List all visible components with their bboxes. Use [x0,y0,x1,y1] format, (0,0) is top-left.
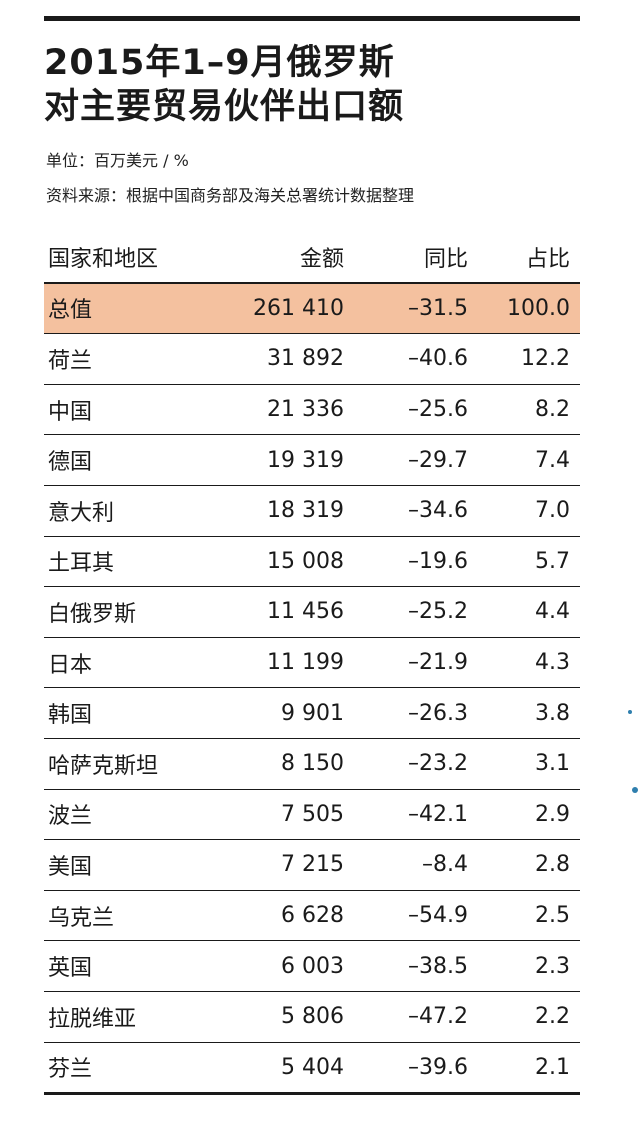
cell-name: 乌克兰 [44,890,228,942]
cell-amount: 18 319 [228,485,344,537]
cell-yoy: –8.4 [344,839,468,891]
cell-name: 波兰 [44,789,228,841]
cell-name: 韩国 [44,687,228,739]
cell-yoy: –26.3 [344,687,468,739]
cell-share: 12.2 [468,333,580,385]
cell-yoy: –23.2 [344,738,468,790]
cell-name: 总值 [44,282,228,335]
cell-name: 荷兰 [44,333,228,385]
table-row: 意大利 18 319 –34.6 7.0 [44,485,580,537]
cell-share: 3.8 [468,687,580,739]
cell-yoy: –29.7 [344,434,468,486]
column-header-yoy: 同比 [344,232,468,284]
table-row: 土耳其 15 008 –19.6 5.7 [44,536,580,588]
cell-share: 2.1 [468,1042,580,1096]
cell-yoy: –19.6 [344,536,468,588]
cell-share: 4.4 [468,586,580,638]
table-row: 荷兰 31 892 –40.6 12.2 [44,333,580,385]
cell-name: 白俄罗斯 [44,586,228,638]
column-header-share: 占比 [468,232,580,284]
table-row: 日本 11 199 –21.9 4.3 [44,637,580,689]
cell-name: 土耳其 [44,536,228,588]
table-row: 乌克兰 6 628 –54.9 2.5 [44,890,580,942]
table-row: 中国 21 336 –25.6 8.2 [44,384,580,436]
cell-amount: 19 319 [228,434,344,486]
cell-amount: 5 806 [228,991,344,1043]
page-title: 2015年1–9月俄罗斯 对主要贸易伙伴出口额 [44,41,580,129]
cell-amount: 15 008 [228,536,344,588]
cell-name: 哈萨克斯坦 [44,738,228,790]
cell-name: 意大利 [44,485,228,537]
table-row: 白俄罗斯 11 456 –25.2 4.4 [44,586,580,638]
top-rule [44,16,580,21]
cell-amount: 7 505 [228,789,344,841]
cell-amount: 11 456 [228,586,344,638]
export-table: 国家和地区 金额 同比 占比 总值 261 410 –31.5 100.0 荷兰… [44,232,580,1096]
cell-amount: 21 336 [228,384,344,436]
cell-yoy: –25.2 [344,586,468,638]
table-frame: 2015年1–9月俄罗斯 对主要贸易伙伴出口额 单位：百万美元 / % 资料来源… [44,0,580,1096]
cell-name: 美国 [44,839,228,891]
cell-share: 2.3 [468,940,580,992]
column-header-region: 国家和地区 [44,232,228,284]
cell-yoy: –38.5 [344,940,468,992]
table-row: 拉脱维亚 5 806 –47.2 2.2 [44,991,580,1043]
cell-yoy: –31.5 [344,282,468,335]
table-row: 德国 19 319 –29.7 7.4 [44,434,580,486]
cell-yoy: –34.6 [344,485,468,537]
cell-share: 7.0 [468,485,580,537]
cell-share: 2.5 [468,890,580,942]
cell-share: 100.0 [468,282,580,335]
cell-share: 2.9 [468,789,580,841]
title-line-2: 对主要贸易伙伴出口额 [44,87,405,127]
cell-amount: 5 404 [228,1042,344,1096]
cell-share: 7.4 [468,434,580,486]
cell-yoy: –40.6 [344,333,468,385]
column-header-amount: 金额 [228,232,344,284]
cell-amount: 11 199 [228,637,344,689]
cell-yoy: –25.6 [344,384,468,436]
cell-yoy: –47.2 [344,991,468,1043]
margin-mark [628,710,632,714]
table-row: 哈萨克斯坦 8 150 –23.2 3.1 [44,738,580,790]
cell-share: 5.7 [468,536,580,588]
cell-yoy: –42.1 [344,789,468,841]
cell-amount: 6 628 [228,890,344,942]
table-row: 韩国 9 901 –26.3 3.8 [44,687,580,739]
cell-amount: 8 150 [228,738,344,790]
cell-share: 2.2 [468,991,580,1043]
cell-share: 3.1 [468,738,580,790]
table-row: 芬兰 5 404 –39.6 2.1 [44,1042,580,1096]
cell-amount: 9 901 [228,687,344,739]
header-row: 国家和地区 金额 同比 占比 [44,232,580,284]
cell-name: 日本 [44,637,228,689]
cell-share: 4.3 [468,637,580,689]
cell-yoy: –54.9 [344,890,468,942]
cell-amount: 6 003 [228,940,344,992]
table-row: 英国 6 003 –38.5 2.3 [44,940,580,992]
unit-note: 单位：百万美元 / % [46,151,189,170]
cell-amount: 31 892 [228,333,344,385]
cell-name: 芬兰 [44,1042,228,1096]
cell-yoy: –21.9 [344,637,468,689]
table-row: 美国 7 215 –8.4 2.8 [44,839,580,891]
cell-name: 拉脱维亚 [44,991,228,1043]
title-line-1: 2015年1–9月俄罗斯 [44,43,395,83]
cell-share: 8.2 [468,384,580,436]
cell-amount: 7 215 [228,839,344,891]
cell-share: 2.8 [468,839,580,891]
source-note: 资料来源：根据中国商务部及海关总署统计数据整理 [46,186,415,205]
margin-dot [632,787,638,793]
cell-yoy: –39.6 [344,1042,468,1096]
cell-name: 德国 [44,434,228,486]
cell-amount: 261 410 [228,282,344,335]
table-row: 波兰 7 505 –42.1 2.9 [44,789,580,841]
cell-name: 中国 [44,384,228,436]
cell-name: 英国 [44,940,228,992]
table-row-total: 总值 261 410 –31.5 100.0 [44,282,580,335]
